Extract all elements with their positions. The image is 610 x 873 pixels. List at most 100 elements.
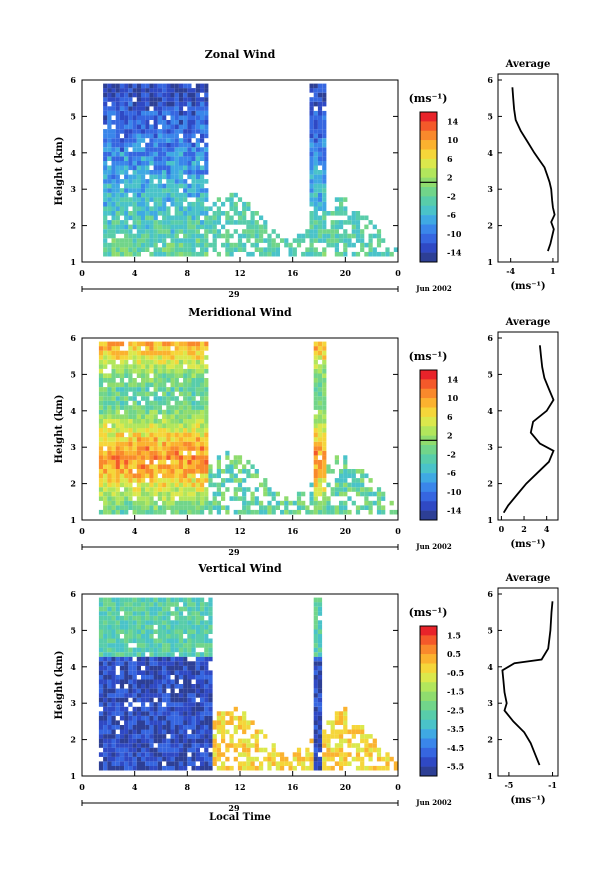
heatmap-cell (124, 215, 129, 221)
heatmap-cell (107, 738, 112, 744)
heatmap-cell (200, 423, 205, 429)
heatmap-cell (305, 747, 310, 753)
heatmap-cell (178, 418, 184, 424)
heatmap-cell (174, 418, 179, 424)
heatmap-cell (149, 500, 154, 506)
colorbar-swatch (420, 445, 437, 455)
heatmap-cell (119, 129, 125, 134)
heatmap-cell (309, 179, 314, 184)
heatmap-cell (313, 505, 318, 510)
heatmap-cell (208, 215, 213, 221)
heatmap-cell (183, 629, 188, 634)
heatmap-cell (111, 142, 116, 148)
heatmap-cell (149, 602, 154, 607)
heatmap-cell (149, 350, 154, 356)
heatmap-cell (136, 373, 141, 378)
heatmap-cell (149, 124, 154, 130)
heatmap-cell (178, 115, 184, 120)
heatmap-cell (128, 409, 133, 415)
heatmap-cell (204, 346, 209, 351)
heatmap-cell (136, 500, 141, 506)
heatmap-cell (170, 720, 175, 725)
heatmap-cell (132, 615, 137, 621)
heatmap-cell (103, 188, 108, 193)
heatmap-cell (174, 179, 179, 184)
heatmap-cell (204, 487, 209, 492)
heatmap-cell (200, 170, 205, 175)
heatmap-cell (364, 765, 369, 771)
heatmap-cell (170, 638, 175, 644)
heatmap-cell (136, 206, 141, 211)
heatmap-cell (343, 233, 348, 239)
heatmap-cell (115, 652, 120, 657)
heatmap-cell (111, 765, 116, 771)
heatmap-cell (141, 188, 146, 193)
heatmap-cell (237, 247, 243, 252)
heatmap-cell (195, 661, 200, 666)
heatmap-cell (124, 446, 129, 451)
heatmap-cell (119, 647, 125, 653)
heatmap-cell (124, 387, 129, 392)
heatmap-cell (170, 174, 175, 180)
heatmap-cell (200, 359, 205, 365)
heatmap-cell (225, 215, 230, 221)
heatmap-cell (162, 92, 167, 98)
heatmap-cell (103, 478, 108, 483)
heatmap-cell (170, 251, 175, 257)
heatmap-cell (128, 211, 133, 216)
heatmap-cell (259, 761, 264, 766)
heatmap-cell (174, 620, 179, 625)
heatmap-cell (141, 634, 146, 639)
heatmap-cell (119, 469, 125, 474)
heatmap-cell (322, 505, 327, 510)
heatmap-cell (111, 711, 116, 716)
heatmap-cell (145, 747, 150, 753)
heatmap-cell (191, 355, 196, 360)
heatmap-cell (141, 656, 146, 662)
heatmap-cell (132, 661, 137, 666)
heatmap-cell (107, 151, 112, 157)
heatmap-cell (200, 702, 205, 707)
heatmap-cell (187, 341, 192, 347)
date-label: 29 (228, 803, 240, 813)
heatmap-cell (145, 615, 150, 621)
heatmap-cell (267, 756, 272, 762)
heatmap-cell (141, 183, 146, 189)
heatmap-cell (107, 83, 112, 89)
heatmap-cell (351, 482, 356, 488)
heatmap-cell (98, 450, 104, 456)
heatmap-cell (149, 368, 154, 374)
heatmap-cell (339, 473, 344, 479)
heatmap-cell (115, 634, 120, 639)
heatmap-cell (145, 715, 150, 721)
heatmap-cell (317, 220, 323, 225)
heatmap-cell (157, 133, 162, 139)
heatmap-cell (128, 346, 133, 351)
heatmap-cell (103, 391, 108, 397)
heatmap-cell (178, 229, 184, 234)
heatmap-cell (233, 229, 238, 234)
heatmap-cell (339, 233, 344, 239)
heatmap-cell (174, 341, 179, 347)
heatmap-cell (162, 233, 167, 239)
heatmap-cell (195, 702, 200, 707)
heatmap-cell (364, 251, 369, 257)
heatmap-cell (250, 491, 255, 497)
heatmap-cell (360, 233, 365, 239)
heatmap-cell (119, 359, 125, 365)
heatmap-cell (174, 350, 179, 356)
x-tick-label: 0 (79, 268, 85, 278)
heatmap-cell (313, 697, 318, 703)
heatmap-cell (254, 509, 259, 515)
heatmap-cell (204, 391, 209, 397)
heatmap-cell (115, 752, 120, 757)
heatmap-cell (322, 355, 327, 360)
heatmap-cell (145, 720, 150, 725)
heatmap-cell (178, 110, 184, 116)
heatmap-cell (355, 478, 361, 483)
heatmap-cell (187, 684, 192, 689)
heatmap-cell (216, 715, 221, 721)
heatmap-cell (145, 606, 150, 612)
heatmap-cell (107, 464, 112, 469)
heatmap-cell (145, 188, 150, 193)
